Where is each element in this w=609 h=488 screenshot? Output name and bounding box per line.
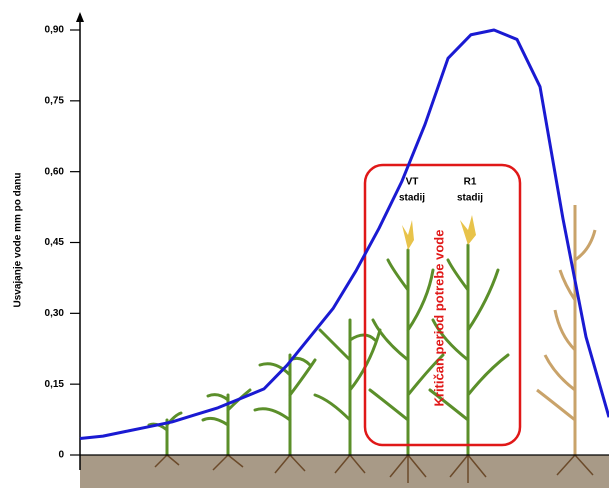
water-use-curve — [79, 28, 609, 440]
dry-plants — [536, 205, 597, 455]
y-tick-label: 0,45 — [45, 237, 65, 248]
y-tick-label: 0,15 — [45, 379, 65, 390]
roots — [154, 454, 594, 483]
annotation: stadij — [457, 193, 483, 204]
y-tick-label: 0,60 — [45, 166, 65, 177]
critical-period-label: Kritičan period potrebe vode — [431, 230, 446, 407]
ground — [80, 455, 609, 488]
tassels — [402, 215, 476, 250]
y-tick-label: 0,75 — [45, 95, 65, 106]
annotation: VT — [406, 177, 419, 188]
plants — [147, 243, 510, 457]
critical-period-box — [363, 163, 522, 447]
y-tick-label: 0,90 — [45, 25, 65, 36]
y-tick-label: 0 — [58, 450, 64, 461]
annotation: R1 — [464, 177, 477, 188]
y-axis-label: Usvajanje vode mm po danu — [13, 172, 24, 307]
y-tick-label: 0,30 — [45, 308, 65, 319]
annotation: stadij — [399, 193, 425, 204]
y-axis-arrow — [76, 12, 84, 22]
